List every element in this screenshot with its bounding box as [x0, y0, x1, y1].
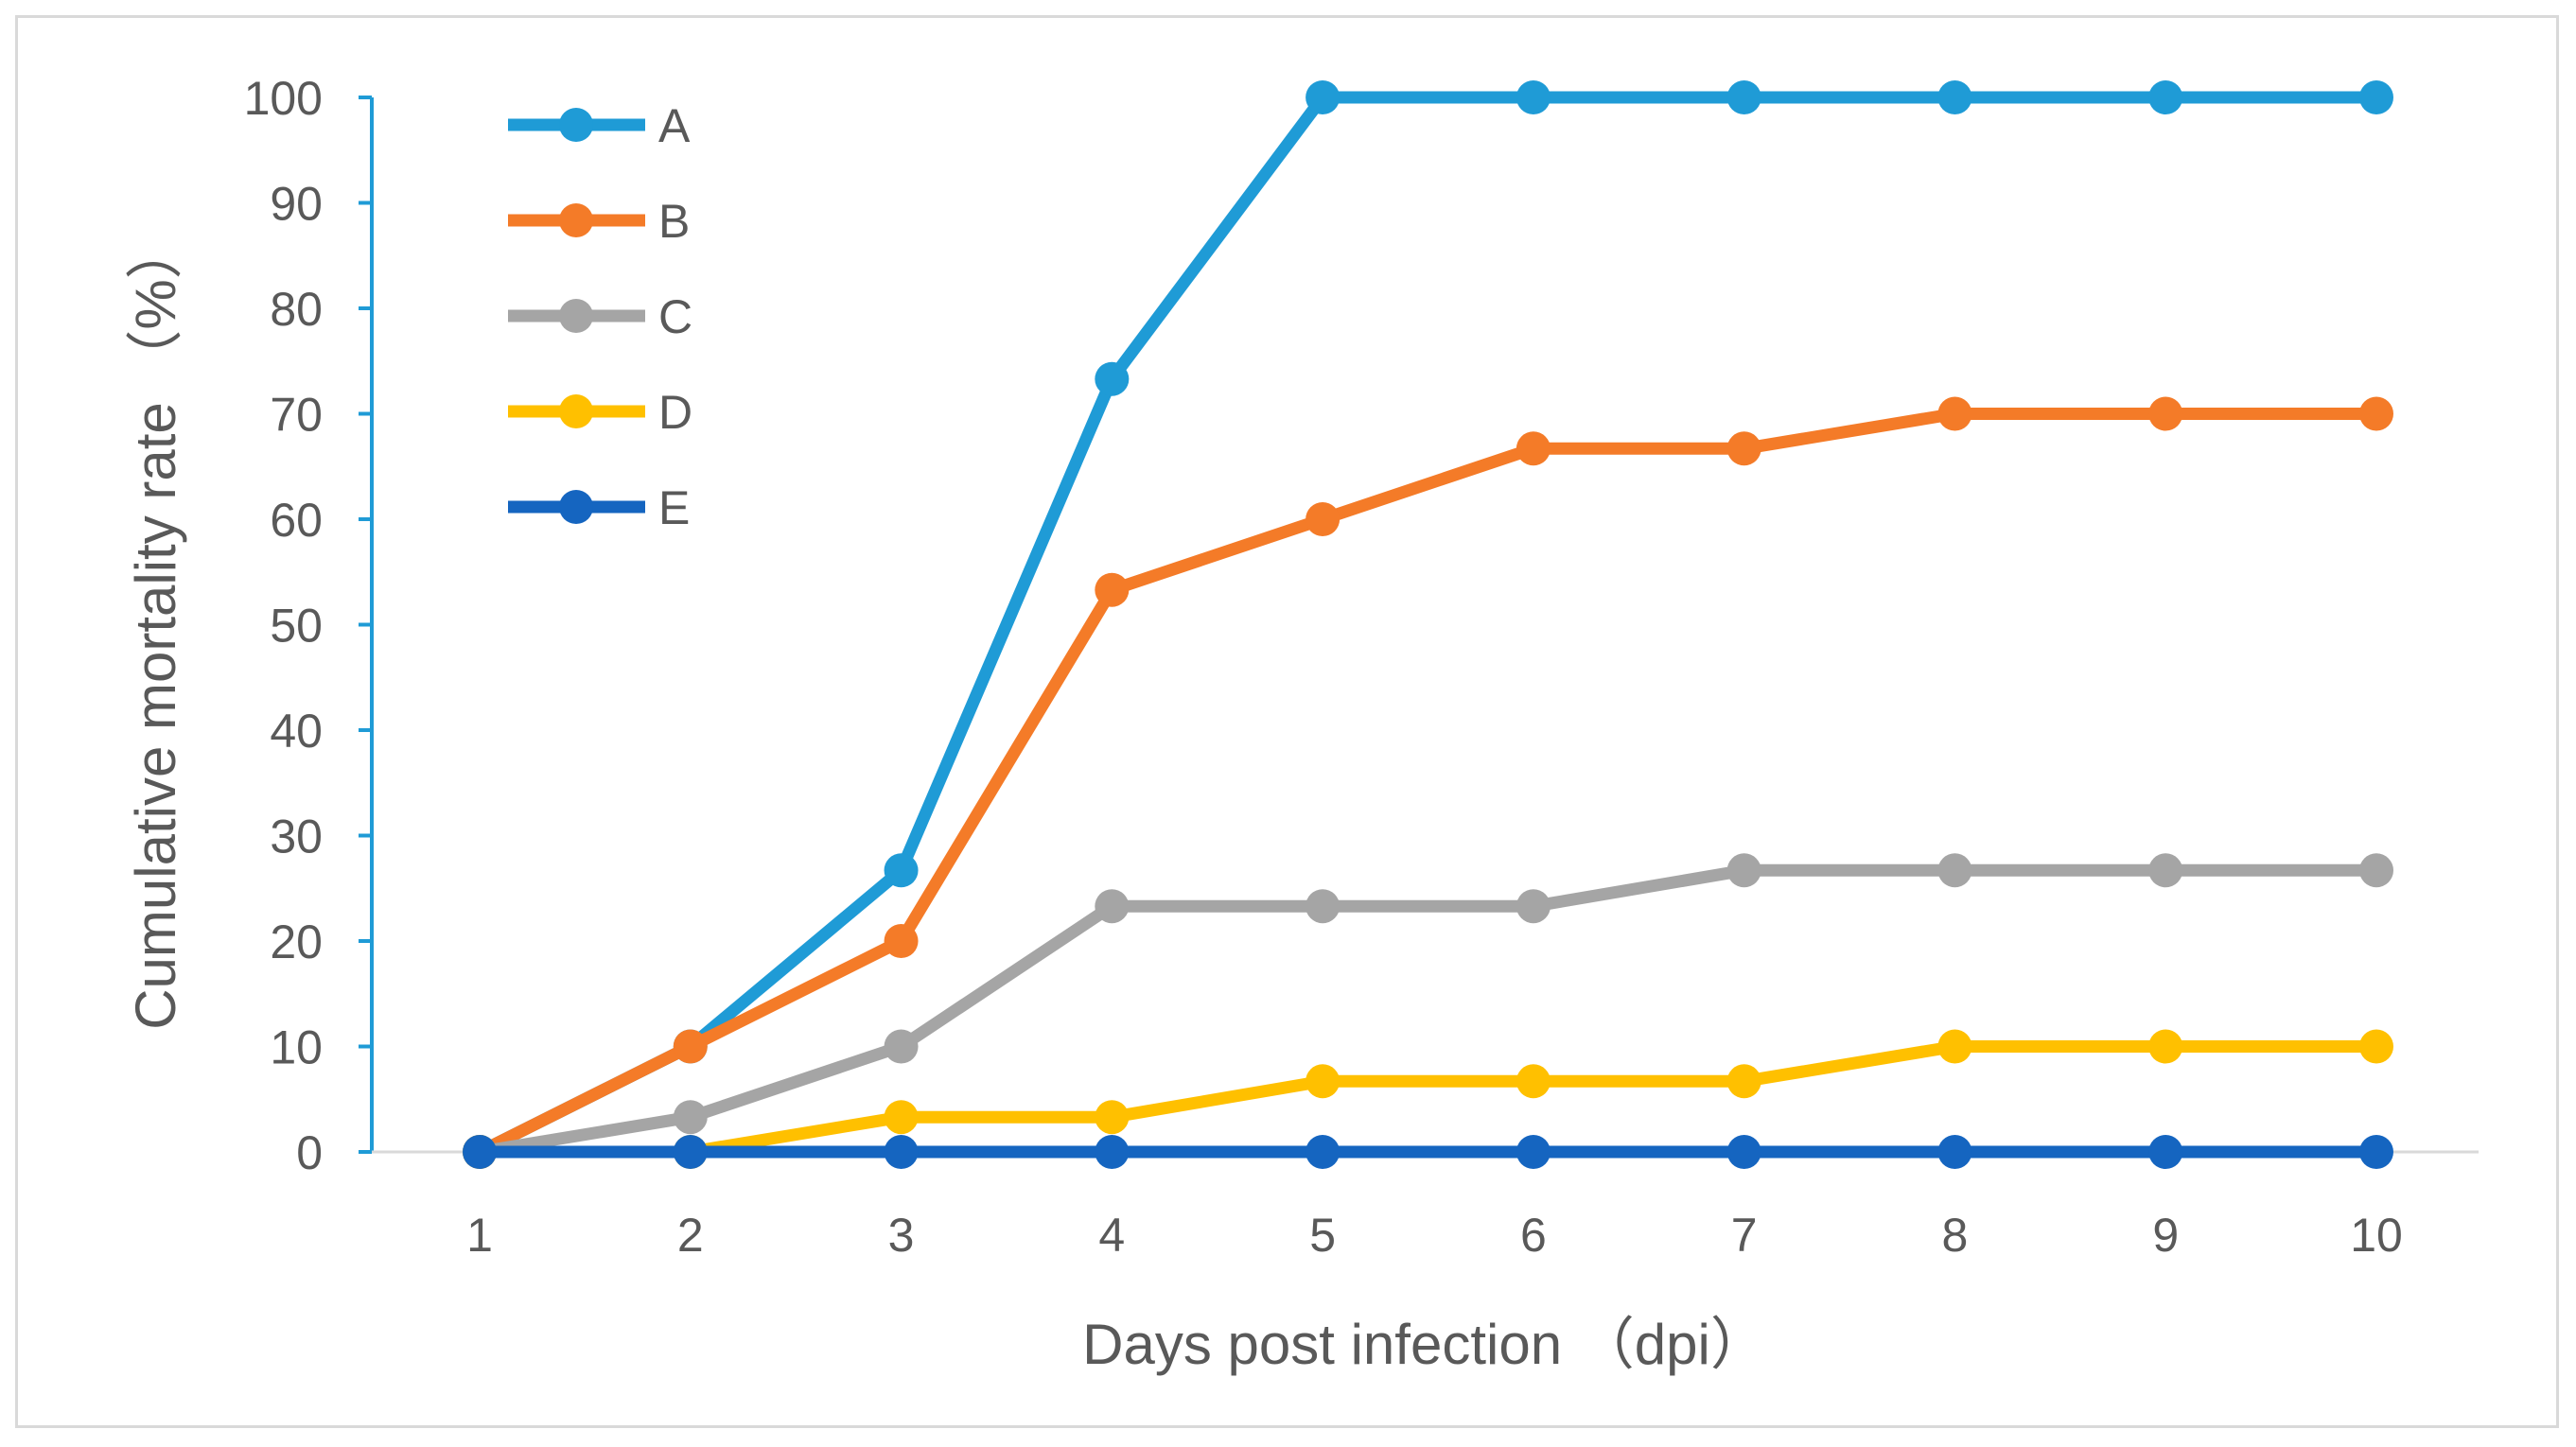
data-point-A [2359, 80, 2393, 114]
x-tick-label: 3 [888, 1209, 915, 1262]
legend-marker-D [559, 394, 593, 428]
data-point-E [1726, 1135, 1761, 1169]
data-point-D [884, 1100, 919, 1135]
data-point-C [884, 1029, 919, 1064]
data-point-D [1095, 1100, 1130, 1135]
legend-label-A: A [658, 99, 691, 152]
series-D [463, 1029, 2393, 1169]
data-point-E [463, 1135, 497, 1169]
data-point-A [2148, 80, 2183, 114]
x-tick-label: 10 [2350, 1209, 2403, 1262]
x-tick-label: 7 [1731, 1209, 1758, 1262]
series-line-C [473, 863, 2383, 1159]
data-point-A [1516, 80, 1551, 114]
series-B [463, 396, 2393, 1169]
legend-marker-E [559, 490, 593, 524]
data-point-C [1306, 889, 1341, 924]
legend-item-B: B [508, 195, 690, 248]
y-axis-title: Cumulative mortality rate （%） [124, 222, 187, 1030]
x-tick-label: 8 [1942, 1209, 1969, 1262]
legend-marker-C [559, 299, 593, 333]
data-point-A [1095, 361, 1130, 396]
x-axis-title: Days post infection （dpi） [1082, 1313, 1767, 1376]
data-point-D [2148, 1029, 2183, 1064]
axes [359, 96, 2479, 1154]
y-tick-label: 100 [244, 72, 323, 125]
y-tick-label: 90 [270, 178, 323, 231]
data-point-B [2359, 396, 2393, 431]
data-point-E [2359, 1135, 2393, 1169]
data-point-C [2148, 853, 2183, 888]
data-point-E [2148, 1135, 2183, 1169]
data-point-A [1306, 80, 1341, 114]
data-point-E [1516, 1135, 1551, 1169]
series-line-D [473, 1040, 2383, 1159]
data-point-E [1306, 1135, 1341, 1169]
legend-marker-B [559, 203, 593, 237]
data-point-D [2359, 1029, 2393, 1064]
data-point-B [1937, 396, 1972, 431]
data-point-C [673, 1100, 708, 1135]
y-tick-label: 50 [270, 600, 323, 653]
x-tick-label: 5 [1309, 1209, 1336, 1262]
x-tick-label: 1 [466, 1209, 493, 1262]
series-E [463, 1135, 2393, 1169]
data-point-E [884, 1135, 919, 1169]
data-point-D [1937, 1029, 1972, 1064]
x-tick-label: 2 [677, 1209, 704, 1262]
data-point-A [884, 853, 919, 888]
y-tick-label: 10 [270, 1021, 323, 1074]
chart-frame [15, 15, 2559, 1428]
data-point-E [1095, 1135, 1130, 1169]
data-point-A [1726, 80, 1761, 114]
data-point-C [1726, 853, 1761, 888]
legend-item-E: E [508, 481, 690, 534]
legend-item-C: C [508, 290, 692, 343]
series-line-B [473, 408, 2383, 1159]
data-point-B [1726, 431, 1761, 466]
data-point-D [1516, 1064, 1551, 1099]
tick-labels: 0 10 20 30 40 50 60 70 80 90 100 1 2 3 4 5 6 7 8 9 10 [244, 72, 2403, 1262]
y-tick-label: 30 [270, 811, 323, 863]
data-point-D [1306, 1064, 1341, 1099]
data-point-C [1516, 889, 1551, 924]
data-point-C [2359, 853, 2393, 888]
y-tick-label: 20 [270, 915, 323, 968]
data-point-A [1937, 80, 1972, 114]
data-point-B [1095, 572, 1130, 607]
data-point-D [1726, 1064, 1761, 1099]
x-tick-label: 4 [1098, 1209, 1125, 1262]
data-point-B [1516, 431, 1551, 466]
y-tick-label: 40 [270, 705, 323, 758]
legend-marker-A [559, 108, 593, 142]
legend-item-A: A [508, 99, 691, 152]
y-tick-label: 0 [296, 1126, 323, 1179]
series-layer [463, 80, 2393, 1169]
legend-label-B: B [658, 195, 690, 248]
data-point-B [673, 1029, 708, 1064]
legend-label-E: E [658, 481, 690, 534]
y-tick-label: 70 [270, 389, 323, 442]
data-point-C [1937, 853, 1972, 888]
legend-item-D: D [508, 386, 692, 439]
series-A [463, 80, 2393, 1169]
x-tick-label: 6 [1520, 1209, 1547, 1262]
data-point-E [1937, 1135, 1972, 1169]
y-tick-label: 80 [270, 283, 323, 336]
series-line-A [473, 91, 2383, 1159]
data-point-C [1095, 889, 1130, 924]
y-tick-label: 60 [270, 494, 323, 547]
data-point-E [673, 1135, 708, 1169]
legend-label-D: D [658, 386, 692, 439]
data-point-B [2148, 396, 2183, 431]
data-point-B [1306, 502, 1341, 536]
x-tick-label: 9 [2152, 1209, 2179, 1262]
legend-label-C: C [658, 290, 692, 343]
data-point-B [884, 924, 919, 958]
